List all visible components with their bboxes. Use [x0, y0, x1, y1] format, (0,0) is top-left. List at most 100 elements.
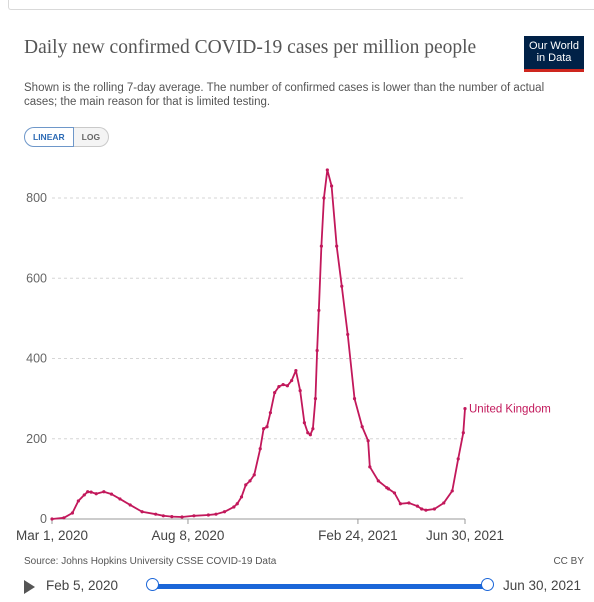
data-point	[368, 465, 372, 469]
y-tick-label: 400	[26, 352, 47, 366]
data-point	[420, 507, 424, 511]
data-point	[386, 487, 391, 491]
data-point	[463, 407, 467, 411]
data-point	[170, 514, 174, 519]
data-point	[340, 284, 344, 288]
data-point	[325, 168, 329, 172]
logo-line1: Our World	[529, 40, 579, 52]
chart-title: Daily new confirmed COVID-19 cases per m…	[24, 37, 477, 58]
source-note[interactable]: Source: Johns Hopkins University CSSE CO…	[24, 556, 277, 567]
data-point	[192, 514, 196, 518]
license-label[interactable]: CC BY	[553, 556, 584, 567]
data-point	[140, 510, 144, 514]
data-point	[329, 184, 334, 188]
data-point	[424, 508, 428, 512]
data-point	[62, 516, 66, 520]
data-point	[252, 473, 256, 477]
data-point	[273, 391, 277, 395]
data-point	[346, 332, 350, 337]
data-point	[86, 490, 90, 494]
data-point	[456, 457, 460, 461]
data-point	[281, 382, 285, 387]
data-point	[450, 489, 454, 493]
data-point	[232, 505, 236, 509]
data-point	[302, 421, 306, 425]
data-point	[128, 503, 132, 507]
logo-line2: in Data	[536, 52, 572, 64]
data-point	[376, 479, 380, 483]
data-point	[214, 512, 218, 516]
data-point	[298, 389, 302, 393]
data-point	[335, 244, 339, 248]
data-point	[261, 427, 266, 431]
timeline-end-handle[interactable]	[481, 578, 494, 591]
top-frame-edge	[8, 0, 594, 10]
data-point	[82, 493, 86, 497]
data-point	[461, 431, 465, 435]
y-tick-label: 0	[40, 512, 47, 526]
data-point	[244, 483, 248, 487]
series-line-united-kingdom	[51, 169, 466, 520]
data-point	[206, 513, 210, 517]
x-tick-label: Jun 30, 2021	[426, 528, 504, 543]
data-point	[308, 433, 312, 437]
data-point	[392, 491, 397, 495]
data-point	[294, 368, 298, 373]
data-point	[118, 497, 122, 501]
data-point	[235, 502, 239, 506]
play-icon[interactable]	[24, 580, 35, 594]
data-point	[154, 512, 158, 516]
timeline-start-handle[interactable]	[146, 578, 159, 591]
data-point	[432, 507, 437, 511]
data-point	[180, 515, 184, 519]
data-point	[50, 517, 54, 521]
line-chart: 0 200 400 600 800 Mar 1, 2020 Aug 8, 2020 Feb 2…	[16, 168, 551, 543]
timeline-end-date: Jun 30, 2021	[503, 578, 582, 593]
y-tick-label: 800	[26, 191, 47, 205]
scale-toggle: LINEAR LOG	[24, 127, 110, 147]
data-point	[268, 411, 272, 415]
data-point	[290, 378, 294, 383]
timeline-slider: Feb 5, 2020 Jun 30, 2021	[24, 576, 594, 598]
x-tick-label: Feb 24, 2021	[318, 528, 398, 543]
data-point	[102, 490, 106, 494]
data-point	[306, 431, 310, 435]
timeline-track[interactable]	[152, 584, 488, 589]
data-point	[311, 427, 315, 431]
y-tick-label: 200	[26, 432, 47, 446]
data-point	[407, 501, 411, 505]
y-tick-label: 600	[26, 271, 47, 285]
data-point	[415, 504, 420, 508]
data-point	[109, 492, 114, 496]
data-point	[313, 397, 318, 401]
data-point	[222, 510, 227, 514]
timeline-start-date: Feb 5, 2020	[46, 578, 119, 593]
data-point	[360, 425, 364, 429]
chart-subtitle: Shown is the rolling 7-day average. The …	[24, 82, 545, 108]
data-point	[319, 244, 323, 248]
data-point	[265, 425, 269, 429]
data-point	[94, 492, 98, 496]
data-point	[285, 384, 289, 388]
data-point	[239, 495, 244, 499]
data-point	[277, 384, 281, 389]
data-point	[161, 514, 165, 518]
x-tick-label: Aug 8, 2020	[152, 528, 225, 543]
data-point	[317, 308, 321, 312]
log-scale-button[interactable]: LOG	[73, 127, 110, 147]
data-point	[352, 397, 357, 401]
data-point	[258, 447, 262, 451]
data-point	[248, 479, 252, 483]
x-tick-label: Mar 1, 2020	[16, 528, 88, 543]
series-label-united-kingdom: United Kingdom	[469, 404, 551, 416]
linear-scale-button[interactable]: LINEAR	[24, 127, 74, 147]
data-point	[76, 499, 80, 503]
data-point	[315, 348, 319, 353]
data-point	[398, 502, 403, 506]
data-point	[322, 196, 326, 200]
data-point	[89, 490, 93, 494]
data-point	[366, 439, 370, 443]
data-point	[70, 511, 74, 515]
owid-logo[interactable]: Our World in Data	[524, 36, 584, 72]
data-point	[442, 501, 446, 505]
